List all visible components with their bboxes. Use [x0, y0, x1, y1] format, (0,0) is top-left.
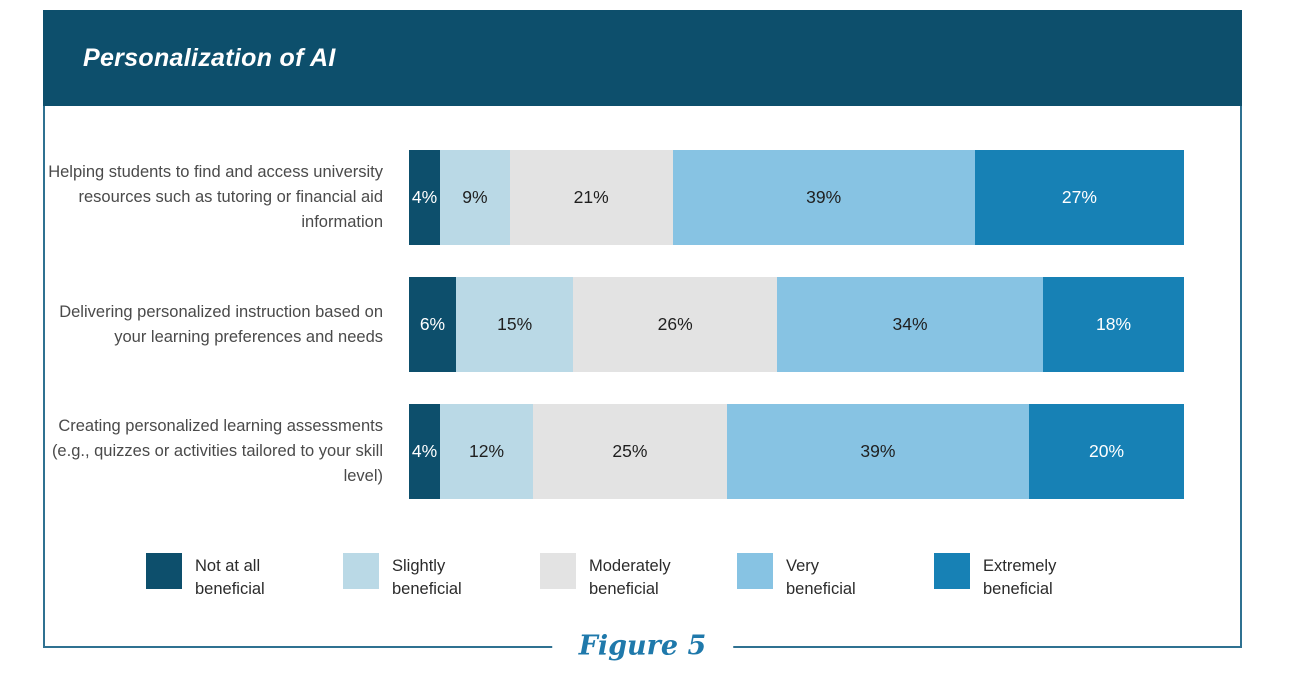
- chart-title-bar: Personalization of AI: [43, 10, 1242, 106]
- segment-value-label: 18%: [1096, 314, 1132, 334]
- segment-value-label: 27%: [1061, 187, 1097, 207]
- segment-value-label: 39%: [806, 187, 842, 207]
- bar-segment: 9%: [440, 150, 510, 245]
- segment-value-label: 21%: [573, 187, 609, 207]
- segment-value-label: 25%: [612, 441, 648, 461]
- chart-title: Personalization of AI: [83, 43, 336, 72]
- bar-segment: 39%: [672, 150, 975, 245]
- segment-value-label: 39%: [860, 441, 896, 461]
- legend-swatch: [934, 553, 970, 589]
- bar-row: Helping students to find and access univ…: [45, 150, 1184, 245]
- legend-label: Slightly beneficial: [392, 557, 462, 598]
- bar-segment: 15%: [455, 277, 574, 372]
- legend-item: Not at all beneficial: [146, 553, 295, 601]
- legend-swatch: [146, 553, 182, 589]
- legend-swatch: [737, 553, 773, 589]
- bar-segment: 12%: [440, 404, 533, 499]
- segment-value-label: 26%: [657, 314, 693, 334]
- bar-row: Creating personalized learning assessmen…: [45, 404, 1184, 499]
- stacked-bar: 4% 9% 21% 39% 27%: [409, 150, 1184, 245]
- legend-item: Moderately beneficial: [540, 553, 689, 601]
- segment-value-label: 4%: [411, 441, 438, 461]
- figure-caption: Figure 5: [551, 626, 734, 666]
- legend-swatch: [540, 553, 576, 589]
- row-label: Helping students to find and access univ…: [48, 163, 383, 231]
- bar-segment: 25%: [533, 404, 727, 499]
- legend-swatch: [343, 553, 379, 589]
- legend-item: Slightly beneficial: [343, 553, 492, 601]
- bar-row: Delivering personalized instruction base…: [45, 277, 1184, 372]
- bar-segment: 34%: [776, 277, 1044, 372]
- segment-value-label: 34%: [892, 314, 928, 334]
- row-label: Creating personalized learning assessmen…: [51, 417, 383, 485]
- stacked-bar: 4% 12% 25% 39% 20%: [409, 404, 1184, 499]
- bar-segment: 26%: [573, 277, 777, 372]
- segment-value-label: 15%: [497, 314, 533, 334]
- bar-segment: 18%: [1043, 277, 1184, 372]
- segment-value-label: 9%: [462, 187, 488, 207]
- chart-area: Helping students to find and access univ…: [43, 106, 1242, 666]
- bar-segment: 27%: [974, 150, 1184, 245]
- segment-value-label: 6%: [419, 314, 446, 334]
- bar-rows: Helping students to find and access univ…: [45, 150, 1184, 499]
- legend-label: Extremely beneficial: [983, 557, 1057, 598]
- bar-segment: 6%: [409, 277, 456, 372]
- stacked-bar: 6% 15% 26% 34% 18%: [409, 277, 1184, 372]
- bar-segment: 20%: [1029, 404, 1184, 499]
- legend-label: Very beneficial: [786, 557, 856, 598]
- legend-item: Extremely beneficial: [934, 553, 1083, 601]
- segment-value-label: 20%: [1088, 441, 1125, 461]
- bar-segment: 4%: [409, 404, 440, 499]
- figure-frame: Personalization of AI Helping students t…: [43, 10, 1242, 666]
- segment-value-label: 4%: [411, 187, 438, 207]
- bar-segment: 21%: [509, 150, 673, 245]
- row-label: Delivering personalized instruction base…: [59, 302, 383, 346]
- segment-value-label: 12%: [468, 441, 505, 461]
- legend-item: Very beneficial: [737, 553, 886, 601]
- legend-label: Not at all beneficial: [195, 557, 265, 598]
- legend: Not at all beneficial Slightly beneficial…: [45, 553, 1184, 601]
- bar-segment: 4%: [409, 150, 440, 245]
- legend-label: Moderately beneficial: [589, 557, 671, 598]
- bar-segment: 39%: [726, 404, 1029, 499]
